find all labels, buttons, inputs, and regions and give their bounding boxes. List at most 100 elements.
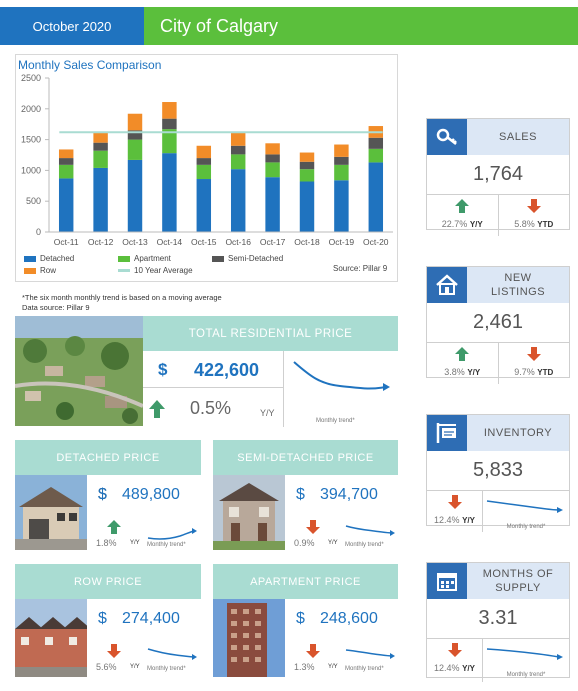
x-tick-label: Oct-16: [225, 237, 251, 247]
supply-yy-value: 12.4%: [434, 663, 460, 673]
supply-yy: 12.4% Y/Y: [427, 639, 483, 682]
bar-apartment-oct-19: [334, 164, 349, 181]
apartment-change: 1.3%: [294, 662, 315, 672]
data-source-note: Data source: Pillar 9: [22, 303, 90, 312]
row-price-value: 274,400: [122, 610, 180, 627]
bar-apartment-oct-15: [196, 164, 212, 180]
row-currency-symbol: $: [98, 610, 107, 627]
x-tick-label: Oct-14: [157, 237, 183, 247]
row-trend-label: Monthly trend*: [147, 666, 186, 672]
up-arrow-icon: [455, 199, 470, 213]
detached-period: Y/Y: [130, 540, 140, 546]
listings-ytd-value: 9.7%: [514, 367, 535, 377]
bar-row-oct-13: [127, 113, 143, 131]
inventory-yy: 12.4% Y/Y: [427, 491, 483, 532]
listings-label-1: NEW: [504, 272, 532, 284]
supply-trend-line: [486, 648, 563, 660]
semi-change: 0.9%: [294, 538, 315, 548]
apartment-building-photo: [213, 599, 285, 677]
bar-detached-oct-15: [196, 179, 212, 232]
report-date: October 2020: [0, 7, 144, 45]
supply-value: 3.31: [478, 607, 518, 629]
x-tick-label: Oct-17: [260, 237, 286, 247]
bar-apartment-oct-12: [93, 150, 108, 168]
listings-ytd-label: YTD: [537, 368, 554, 377]
city-title: City of Calgary: [144, 7, 578, 45]
legend-average: 10 Year Average: [118, 266, 193, 275]
bar-semi-detached-oct-14: [162, 118, 177, 130]
bar-row-oct-11: [58, 149, 74, 159]
down-arrow-icon: [447, 495, 462, 509]
legend-apartment: Apartment: [118, 254, 171, 263]
bar-detached-oct-19: [334, 180, 349, 232]
supply-card-header: MONTHS OF SUPPLY: [427, 563, 569, 599]
bar-semi-detached-oct-15: [196, 158, 212, 165]
supply-stats: 12.4% Y/Y Monthly trend*: [427, 638, 569, 682]
detached-trend-label: Monthly trend*: [147, 542, 186, 548]
row-price-header: ROW PRICE: [15, 564, 201, 599]
bar-detached-oct-20: [368, 162, 384, 232]
listings-stats: 3.8% Y/Y 9.7% YTD: [427, 342, 569, 384]
row-period: Y/Y: [130, 664, 140, 670]
detached-price-header: DETACHED PRICE: [15, 440, 201, 475]
chart-title: Monthly Sales Comparison: [18, 58, 162, 72]
down-arrow-icon: [526, 347, 541, 361]
y-tick-label: 2000: [21, 104, 41, 114]
apartment-trend-label: Monthly trend*: [345, 666, 384, 672]
inventory-card-header: INVENTORY: [427, 415, 569, 451]
row-house-photo: [15, 599, 87, 677]
x-tick-label: Oct-18: [294, 237, 320, 247]
down-arrow-icon: [306, 644, 320, 658]
legend-swatch: [118, 269, 130, 272]
x-tick-label: Oct-11: [54, 237, 79, 247]
bar-row-oct-16: [230, 132, 246, 146]
bar-apartment-oct-14: [162, 129, 177, 154]
sales-stats: 22.7% Y/Y 5.8% YTD: [427, 194, 569, 236]
supply-card: MONTHS OF SUPPLY 3.31 12.4% Y/Y Monthly t…: [426, 562, 570, 682]
x-tick-label: Oct-13: [122, 237, 148, 247]
total-price-currency: $: [158, 360, 168, 379]
bar-apartment-oct-17: [265, 162, 280, 178]
total-price-change: 0.5%: [190, 398, 232, 418]
listings-label-2: LISTINGS: [490, 286, 546, 298]
listings-yy-label: Y/Y: [467, 368, 481, 377]
total-price-period: Y/Y: [260, 408, 275, 418]
bar-row-oct-19: [334, 144, 349, 157]
semi-currency-symbol: $: [296, 486, 305, 503]
detached-trend-line: [147, 528, 197, 540]
bar-semi-detached-oct-11: [58, 158, 74, 165]
divider: [143, 387, 283, 388]
y-tick-label: 500: [26, 196, 41, 206]
detached-change: 1.8%: [96, 538, 117, 548]
bar-apartment-oct-16: [230, 154, 246, 170]
bar-row-oct-18: [299, 152, 315, 162]
y-tick-label: 1000: [21, 165, 41, 175]
for-sale-sign-icon: [427, 415, 467, 451]
chart-frame: [15, 54, 398, 282]
bar-apartment-oct-20: [368, 148, 384, 163]
divider: [283, 351, 284, 427]
inventory-trend-line: [486, 500, 563, 513]
trend-note: *The six month monthly trend is based on…: [22, 293, 222, 302]
bar-apartment-oct-13: [127, 139, 143, 160]
legend-swatch: [24, 255, 36, 262]
key-icon: [427, 119, 467, 155]
semi-price-header: SEMI-DETACHED PRICE: [213, 440, 398, 475]
total-price-header: TOTAL RESIDENTIAL PRICE: [143, 316, 398, 351]
bar-row-oct-17: [265, 143, 280, 155]
listings-ytd: 9.7% YTD: [499, 343, 570, 384]
listings-card: NEW LISTINGS 2,461 3.8% Y/Y 9.7% YTD: [426, 266, 570, 384]
x-tick-label: Oct-19: [329, 237, 355, 247]
semi-trend-line: [345, 525, 395, 536]
x-tick-label: Oct-20: [363, 237, 389, 247]
down-arrow-icon: [526, 199, 541, 213]
apartment-price-header: APARTMENT PRICE: [213, 564, 398, 599]
inventory-value: 5,833: [472, 459, 524, 481]
y-tick-label: 2500: [21, 73, 41, 83]
neighborhood-photo: [15, 316, 143, 426]
bar-detached-oct-12: [93, 167, 108, 232]
inventory-label: INVENTORY: [483, 427, 553, 439]
row-change: 5.6%: [96, 662, 117, 672]
y-tick-label: 1500: [21, 135, 41, 145]
inventory-trend: Monthly trend*: [483, 491, 569, 532]
